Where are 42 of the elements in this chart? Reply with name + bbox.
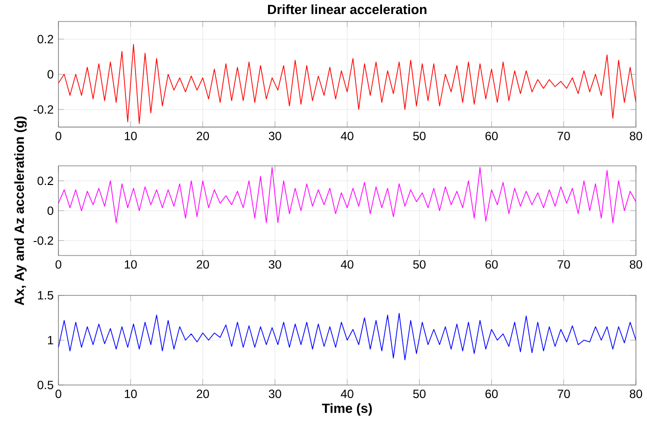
y-tick-label: -0.2 xyxy=(34,236,54,245)
x-tick-label: 70 xyxy=(558,132,570,140)
y-tick-label: 0 xyxy=(48,70,54,79)
y-tick-label: 1.5 xyxy=(38,291,54,300)
y-axis-title: Ax, Ay and Az acceleration (g) xyxy=(14,116,27,306)
x-tick-label: 30 xyxy=(268,260,282,269)
x-tick-label: 80 xyxy=(630,132,642,140)
x-tick-label: 20 xyxy=(196,390,209,398)
x-tick-label: 10 xyxy=(124,132,137,140)
x-tick-label: 70 xyxy=(558,260,570,269)
line-series xyxy=(58,312,636,360)
x-tick-label: 60 xyxy=(486,390,498,398)
x-tick-label: 50 xyxy=(413,132,426,140)
x-tick-label: 50 xyxy=(413,260,426,269)
y-tick-label: 0.5 xyxy=(38,380,54,390)
y-tick-label: 0 xyxy=(48,206,54,216)
line-series xyxy=(58,167,636,224)
x-tick-label: 40 xyxy=(340,132,354,140)
x-tick-label: 10 xyxy=(124,260,137,269)
x-tick-label: 20 xyxy=(196,260,209,269)
x-tick-label: 40 xyxy=(340,260,354,269)
x-tick-label: 80 xyxy=(630,260,642,269)
chart-title: Drifter linear acceleration xyxy=(268,4,426,14)
x-tick-label: 20 xyxy=(196,132,209,140)
x-tick-label: 0 xyxy=(56,390,62,398)
x-tick-label: 80 xyxy=(630,390,642,398)
x-tick-label: 0 xyxy=(56,132,62,140)
x-tick-label: 40 xyxy=(340,390,354,398)
y-tick-label: 0.2 xyxy=(38,176,54,186)
x-tick-label: 60 xyxy=(486,260,498,269)
x-tick-label: 30 xyxy=(268,390,282,398)
y-tick-label: 0.2 xyxy=(38,35,54,44)
x-tick-label: 0 xyxy=(56,260,62,269)
x-tick-label: 10 xyxy=(124,390,137,398)
x-tick-label: 70 xyxy=(558,390,570,398)
x-axis-title: Time (s) xyxy=(322,403,372,416)
x-tick-label: 30 xyxy=(268,132,282,140)
y-tick-label: 1 xyxy=(48,336,54,344)
x-tick-label: 50 xyxy=(413,390,426,398)
line-series xyxy=(58,44,636,124)
x-tick-label: 60 xyxy=(486,132,498,140)
y-tick-label: -0.2 xyxy=(34,105,54,114)
